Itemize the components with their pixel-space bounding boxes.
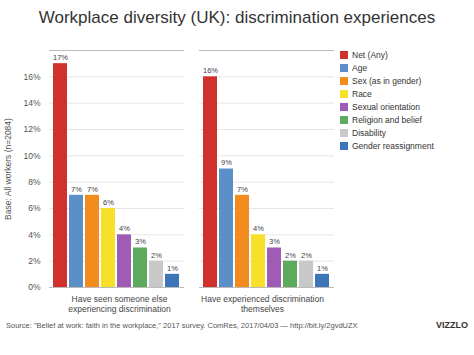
html-text:Race: Race	[352, 89, 372, 99]
html-text:Sex (as in gender): Sex (as in gender)	[352, 76, 422, 86]
svg-text:4%: 4%	[119, 224, 130, 233]
html-text:Source: "Belief at work: faith: Source: "Belief at work: faith in the wo…	[6, 320, 358, 330]
html-text:Age: Age	[352, 63, 368, 73]
svg-text:2%: 2%	[28, 256, 41, 266]
html-text:Gender reassignment: Gender reassignment	[352, 141, 434, 151]
html-text:VIZZLO: VIZZLO	[436, 320, 468, 330]
svg-text:4%: 4%	[28, 230, 41, 240]
html-text:Net (Any): Net (Any)	[352, 50, 388, 60]
svg-text:10%: 10%	[23, 151, 40, 161]
svg-text:6%: 6%	[28, 203, 41, 213]
svg-text:3%: 3%	[135, 237, 146, 246]
svg-text:2%: 2%	[301, 251, 312, 260]
svg-text:1%: 1%	[167, 264, 178, 273]
svg-text:16%: 16%	[23, 72, 40, 82]
svg-text:2%: 2%	[285, 251, 296, 260]
svg-text:17%: 17%	[53, 53, 68, 62]
svg-text:7%: 7%	[87, 185, 98, 194]
svg-text:2%: 2%	[151, 251, 162, 260]
svg-text:7%: 7%	[237, 185, 248, 194]
svg-text:12%: 12%	[23, 124, 40, 134]
svg-text:8%: 8%	[28, 177, 41, 187]
html-text:Disability: Disability	[352, 128, 386, 138]
svg-text:6%: 6%	[103, 198, 114, 207]
svg-text:14%: 14%	[23, 98, 40, 108]
svg-text:3%: 3%	[269, 237, 280, 246]
svg-text:9%: 9%	[221, 158, 232, 167]
svg-text:7%: 7%	[71, 185, 82, 194]
html-text:Sexual orientation: Sexual orientation	[352, 102, 420, 112]
html-text:Have experienced discriminatio: Have experienced discrimination themselv…	[201, 294, 324, 314]
svg-text:Base: All workers (n=2084): Base: All workers (n=2084)	[3, 118, 13, 220]
svg-text:16%: 16%	[203, 66, 218, 75]
html-text:Religion and belief: Religion and belief	[352, 115, 422, 125]
html-text:Have seen someone else experie: Have seen someone else experiencing disc…	[68, 294, 171, 314]
svg-text:4%: 4%	[253, 224, 264, 233]
svg-text:0%: 0%	[28, 282, 41, 291]
html-text:Workplace diversity (UK): disc: Workplace diversity (UK): discrimination…	[38, 8, 436, 27]
svg-text:1%: 1%	[317, 264, 328, 273]
